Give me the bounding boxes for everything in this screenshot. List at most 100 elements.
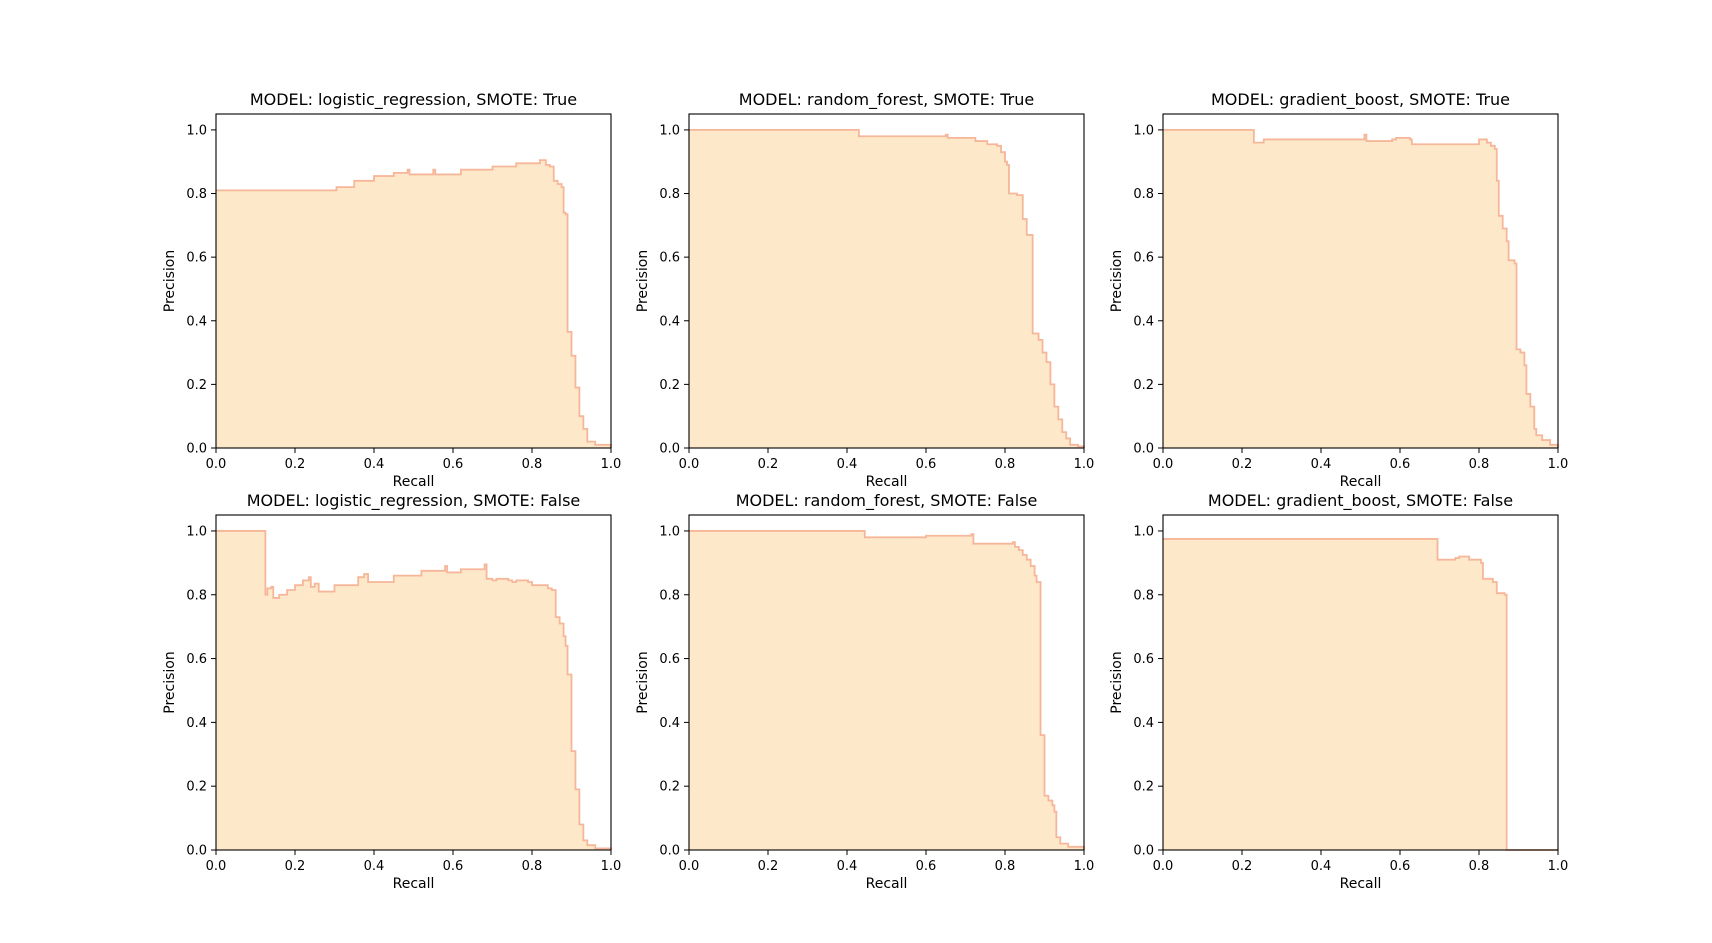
axes-frame [1162, 113, 1559, 449]
y-tick-label: 0.2 [1133, 378, 1154, 393]
x-tick-label: 0.2 [758, 859, 779, 874]
x-tick-label: 0.4 [364, 859, 385, 874]
subplot-title: MODEL: gradient_boost, SMOTE: False [1208, 491, 1513, 511]
x-tick-label: 0.0 [206, 457, 227, 472]
y-tick-label: 0.0 [659, 442, 680, 457]
x-tick-label: 0.2 [1232, 859, 1253, 874]
y-tick-label: 0.2 [186, 780, 207, 795]
x-tick-label: 0.6 [916, 457, 937, 472]
y-tick-label: 0.2 [1133, 780, 1154, 795]
x-tick-label: 1.0 [1548, 457, 1569, 472]
pr-area-fill [689, 530, 1084, 850]
x-tick-label: 0.4 [1311, 457, 1332, 472]
x-tick-label: 0.0 [1153, 457, 1174, 472]
y-tick-label: 1.0 [1133, 524, 1154, 539]
pr-area-fill [1163, 129, 1558, 448]
y-axis-label: Precision [1109, 250, 1125, 312]
y-tick-label: 1.0 [659, 524, 680, 539]
y-tick-label: 0.6 [186, 251, 207, 266]
x-tick-label: 0.4 [364, 457, 385, 472]
x-tick-label: 0.6 [1390, 457, 1411, 472]
y-axis-label: Precision [635, 250, 651, 312]
subplot-title: MODEL: random_forest, SMOTE: False [736, 491, 1038, 511]
y-tick-label: 0.4 [659, 716, 680, 731]
y-tick-label: 1.0 [1133, 123, 1154, 138]
subplot-5: 0.0 0.2 0.4 0.6 0.8 1.0 0.0 0.2 0.4 0.6 0.8 1.0 MODE… [635, 491, 1094, 892]
subplot-title: MODEL: random_forest, SMOTE: True [739, 90, 1034, 110]
x-tick-label: 1.0 [1548, 859, 1569, 874]
y-tick-label: 0.8 [1133, 588, 1154, 603]
x-tick-label: 1.0 [601, 457, 622, 472]
pr-curve [216, 530, 612, 850]
y-tick-label: 0.6 [186, 652, 207, 667]
x-tick-label: 0.8 [1469, 457, 1490, 472]
y-tick-label: 0.6 [1133, 652, 1154, 667]
y-axis-label: Precision [162, 651, 178, 713]
pr-curve [689, 129, 1085, 448]
x-axis-label: Recall [1340, 876, 1382, 892]
y-tick-label: 0.0 [1133, 442, 1154, 457]
axes-frame [215, 514, 612, 851]
x-tick-label: 0.6 [443, 859, 464, 874]
pr-curve [1163, 129, 1559, 448]
x-tick-label: 1.0 [1074, 859, 1095, 874]
x-tick-label: 0.2 [758, 457, 779, 472]
x-tick-label: 0.0 [679, 457, 700, 472]
y-axis-label: Precision [162, 250, 178, 312]
y-tick-label: 0.4 [186, 314, 207, 329]
x-axis-label: Recall [866, 474, 908, 490]
y-tick-label: 0.8 [186, 588, 207, 603]
x-axis-label: Recall [1340, 474, 1382, 490]
x-tick-label: 0.4 [837, 457, 858, 472]
x-tick-label: 0.6 [443, 457, 464, 472]
x-tick-label: 0.6 [1390, 859, 1411, 874]
x-axis-label: Recall [393, 876, 435, 892]
y-tick-label: 0.6 [659, 652, 680, 667]
y-tick-label: 0.2 [659, 378, 680, 393]
y-tick-label: 0.8 [659, 588, 680, 603]
x-tick-label: 0.4 [837, 859, 858, 874]
y-tick-label: 0.6 [1133, 251, 1154, 266]
x-tick-label: 0.8 [522, 859, 543, 874]
x-axis-label: Recall [393, 474, 435, 490]
x-tick-label: 0.8 [995, 457, 1016, 472]
x-tick-label: 1.0 [1074, 457, 1095, 472]
axes-frame [688, 514, 1085, 851]
x-tick-label: 0.2 [1232, 457, 1253, 472]
y-tick-label: 0.4 [659, 314, 680, 329]
y-tick-label: 0.8 [659, 187, 680, 202]
y-tick-label: 0.4 [186, 716, 207, 731]
subplot-3: 0.0 0.2 0.4 0.6 0.8 1.0 0.0 0.2 0.4 0.6 0.8 1.0 MODE… [1109, 90, 1568, 490]
subplot-title: MODEL: logistic_regression, SMOTE: False [247, 491, 581, 511]
x-tick-label: 0.8 [995, 859, 1016, 874]
x-tick-label: 0.2 [285, 859, 306, 874]
axes-frame [215, 113, 612, 449]
axes-frame [688, 113, 1085, 449]
y-tick-label: 0.6 [659, 251, 680, 266]
x-tick-label: 0.0 [679, 859, 700, 874]
pr-area-fill [216, 160, 611, 448]
y-tick-label: 1.0 [186, 524, 207, 539]
pr-area-fill [216, 530, 611, 850]
subplot-title: MODEL: logistic_regression, SMOTE: True [250, 90, 577, 110]
y-tick-label: 1.0 [186, 123, 207, 138]
y-tick-label: 1.0 [659, 123, 680, 138]
y-tick-label: 0.4 [1133, 716, 1154, 731]
x-tick-label: 0.8 [1469, 859, 1490, 874]
subplot-4: 0.0 0.2 0.4 0.6 0.8 1.0 0.0 0.2 0.4 0.6 0.8 1.0 MODE… [162, 491, 621, 892]
y-axis-label: Precision [1109, 651, 1125, 713]
x-axis-label: Recall [866, 876, 908, 892]
subplot-6: 0.0 0.2 0.4 0.6 0.8 1.0 0.0 0.2 0.4 0.6 0.8 1.0 MODE… [1109, 491, 1568, 892]
y-axis-label: Precision [635, 651, 651, 713]
subplot-title: MODEL: gradient_boost, SMOTE: True [1211, 90, 1510, 110]
y-tick-label: 0.8 [186, 187, 207, 202]
y-tick-label: 0.0 [186, 442, 207, 457]
x-tick-label: 0.6 [916, 859, 937, 874]
pr-curve [216, 159, 612, 448]
y-tick-label: 0.2 [186, 378, 207, 393]
y-tick-label: 0.4 [1133, 314, 1154, 329]
y-tick-label: 0.0 [659, 844, 680, 859]
x-tick-label: 0.8 [522, 457, 543, 472]
x-tick-label: 0.4 [1311, 859, 1332, 874]
y-tick-label: 0.8 [1133, 187, 1154, 202]
